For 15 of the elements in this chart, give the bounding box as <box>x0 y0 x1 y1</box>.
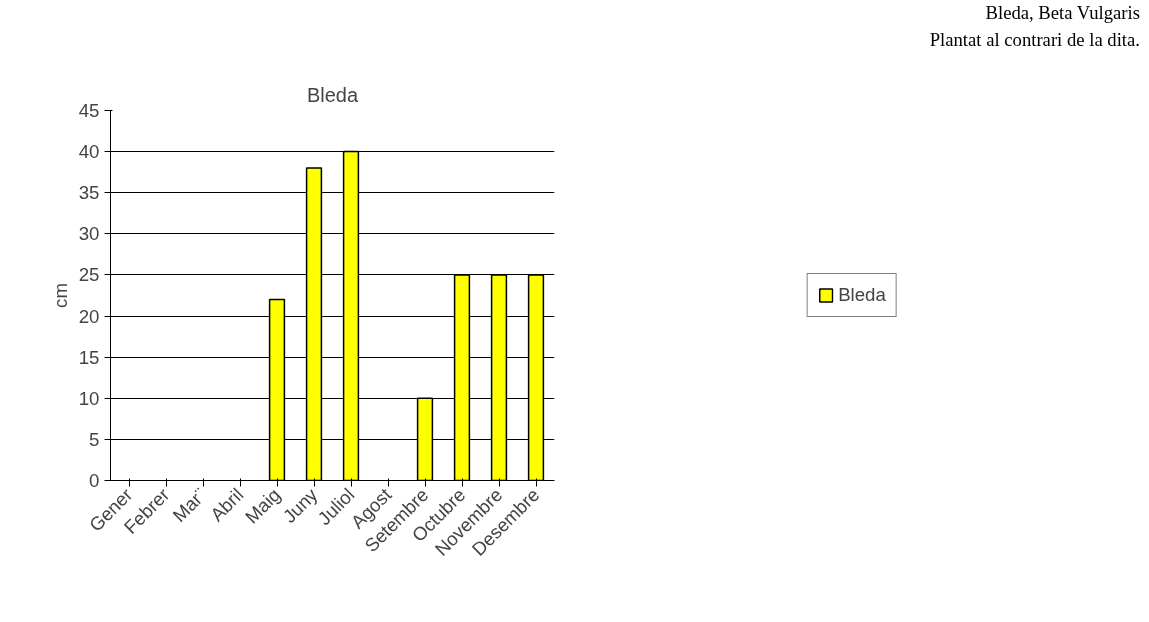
y-tick-label: 25 <box>78 264 100 286</box>
y-tick-label: 30 <box>78 223 100 245</box>
text: Plantat al contrari de la dita. <box>929 28 1140 50</box>
y-tick-label: 10 <box>78 387 100 409</box>
y-tick-label: 15 <box>78 346 100 368</box>
chart-title: Bleda <box>306 83 359 106</box>
y-tick-label: 45 <box>78 100 100 121</box>
y-tick-label: 5 <box>89 428 100 450</box>
text: Bleda, Beta Vulgaris <box>985 2 1140 23</box>
y-tick-label: 40 <box>78 141 100 163</box>
legend-label: Bleda <box>838 284 886 306</box>
y-axis-title: cm <box>49 283 71 308</box>
y-tick-label: 20 <box>78 305 100 327</box>
y-tick-label: 0 <box>89 470 100 491</box>
y-tick-label: 35 <box>78 182 100 204</box>
